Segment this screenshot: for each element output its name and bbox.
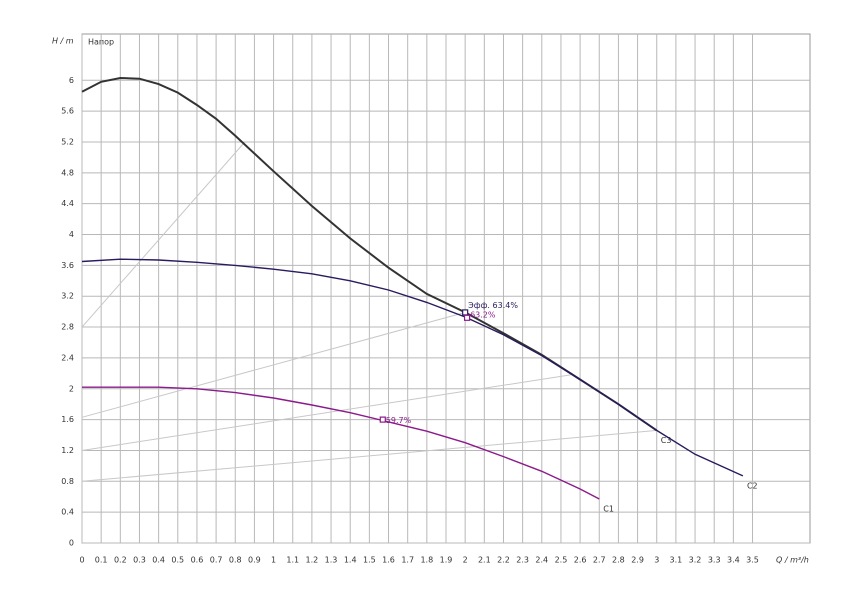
y-tick-label: 0.4 [61, 508, 74, 517]
y-tick-label: 0.8 [61, 477, 74, 486]
x-tick-label: 0.5 [171, 556, 184, 565]
curve-label: C3 [661, 436, 672, 445]
efficiency-marker [379, 416, 386, 423]
y-tick-label: 4.8 [61, 168, 74, 177]
x-tick-label: 1.5 [363, 556, 376, 565]
x-tick-label: 0 [79, 556, 84, 565]
x-tick-label: 3.4 [727, 556, 740, 565]
x-tick-label: 3.5 [746, 556, 759, 565]
efficiency-label: 63.2% [470, 310, 496, 319]
y-tick-label: 3.2 [61, 292, 74, 301]
x-tick-label: 1.6 [382, 556, 395, 565]
x-tick-label: 1 [271, 556, 276, 565]
x-tick-label: 1.8 [420, 556, 433, 565]
x-tick-label: 1.7 [401, 556, 414, 565]
x-tick-label: 1.4 [344, 556, 357, 565]
x-tick-label: 0.1 [95, 556, 108, 565]
x-tick-label: 2.4 [535, 556, 548, 565]
pump-curve [81, 258, 744, 477]
y-tick-label: 2.8 [61, 323, 74, 332]
pump-curve [82, 386, 600, 500]
x-tick-label: 0.6 [191, 556, 204, 565]
y-tick-label: 1.6 [61, 415, 74, 424]
x-tick-label: 2 [463, 556, 468, 565]
x-tick-label: 3 [654, 556, 659, 565]
x-tick-label: 1.3 [325, 556, 338, 565]
x-tick-label: 2.3 [516, 556, 529, 565]
x-tick-label: 0.3 [133, 556, 146, 565]
x-tick-label: 3.3 [708, 556, 721, 565]
x-tick-label: 0.7 [210, 556, 223, 565]
x-tick-label: 2.5 [555, 556, 568, 565]
x-tick-label: 0.4 [152, 556, 165, 565]
guide-line [81, 374, 571, 451]
guide-line [81, 141, 246, 328]
y-tick-label: 2.4 [61, 353, 74, 362]
curve-label: C2 [747, 481, 758, 490]
x-tick-label: 3.2 [689, 556, 702, 565]
y-tick-label: 2 [69, 384, 74, 393]
y-tick-label: 1.2 [61, 446, 74, 455]
x-tick-label: 2.6 [574, 556, 587, 565]
curve-label: C1 [603, 505, 614, 514]
x-tick-label: 2.1 [478, 556, 491, 565]
y-tick-label: 5.6 [61, 107, 74, 116]
y-axis-label: H / m [52, 37, 74, 46]
guide-line [81, 429, 657, 482]
y-tick-label: 0 [69, 539, 74, 548]
x-tick-label: 1.9 [440, 556, 453, 565]
x-tick-label: 2.7 [593, 556, 606, 565]
guide-line [81, 311, 466, 418]
x-tick-label: 2.8 [612, 556, 625, 565]
x-tick-label: 0.9 [248, 556, 261, 565]
y-tick-label: 4.4 [61, 199, 74, 208]
x-tick-label: 0.2 [114, 556, 127, 565]
y-tick-label: 4 [69, 230, 74, 239]
x-tick-label: 0.8 [229, 556, 242, 565]
x-tick-label: 2.2 [497, 556, 510, 565]
efficiency-label: Эфф. 63.4% [468, 301, 518, 310]
x-tick-label: 2.9 [631, 556, 644, 565]
x-tick-label: 1.1 [286, 556, 299, 565]
y-tick-label: 5.2 [61, 137, 74, 146]
pump-curve [81, 76, 658, 432]
y-tick-label: 3.6 [61, 261, 74, 270]
efficiency-label: 59.7% [386, 416, 412, 425]
efficiency-marker [462, 309, 469, 316]
x-axis-label: Q / m³/h [776, 556, 809, 565]
efficiency-marker [463, 314, 471, 321]
y-tick-label: 6 [69, 76, 74, 85]
x-tick-label: 1.2 [306, 556, 319, 565]
x-tick-label: 3.1 [670, 556, 683, 565]
